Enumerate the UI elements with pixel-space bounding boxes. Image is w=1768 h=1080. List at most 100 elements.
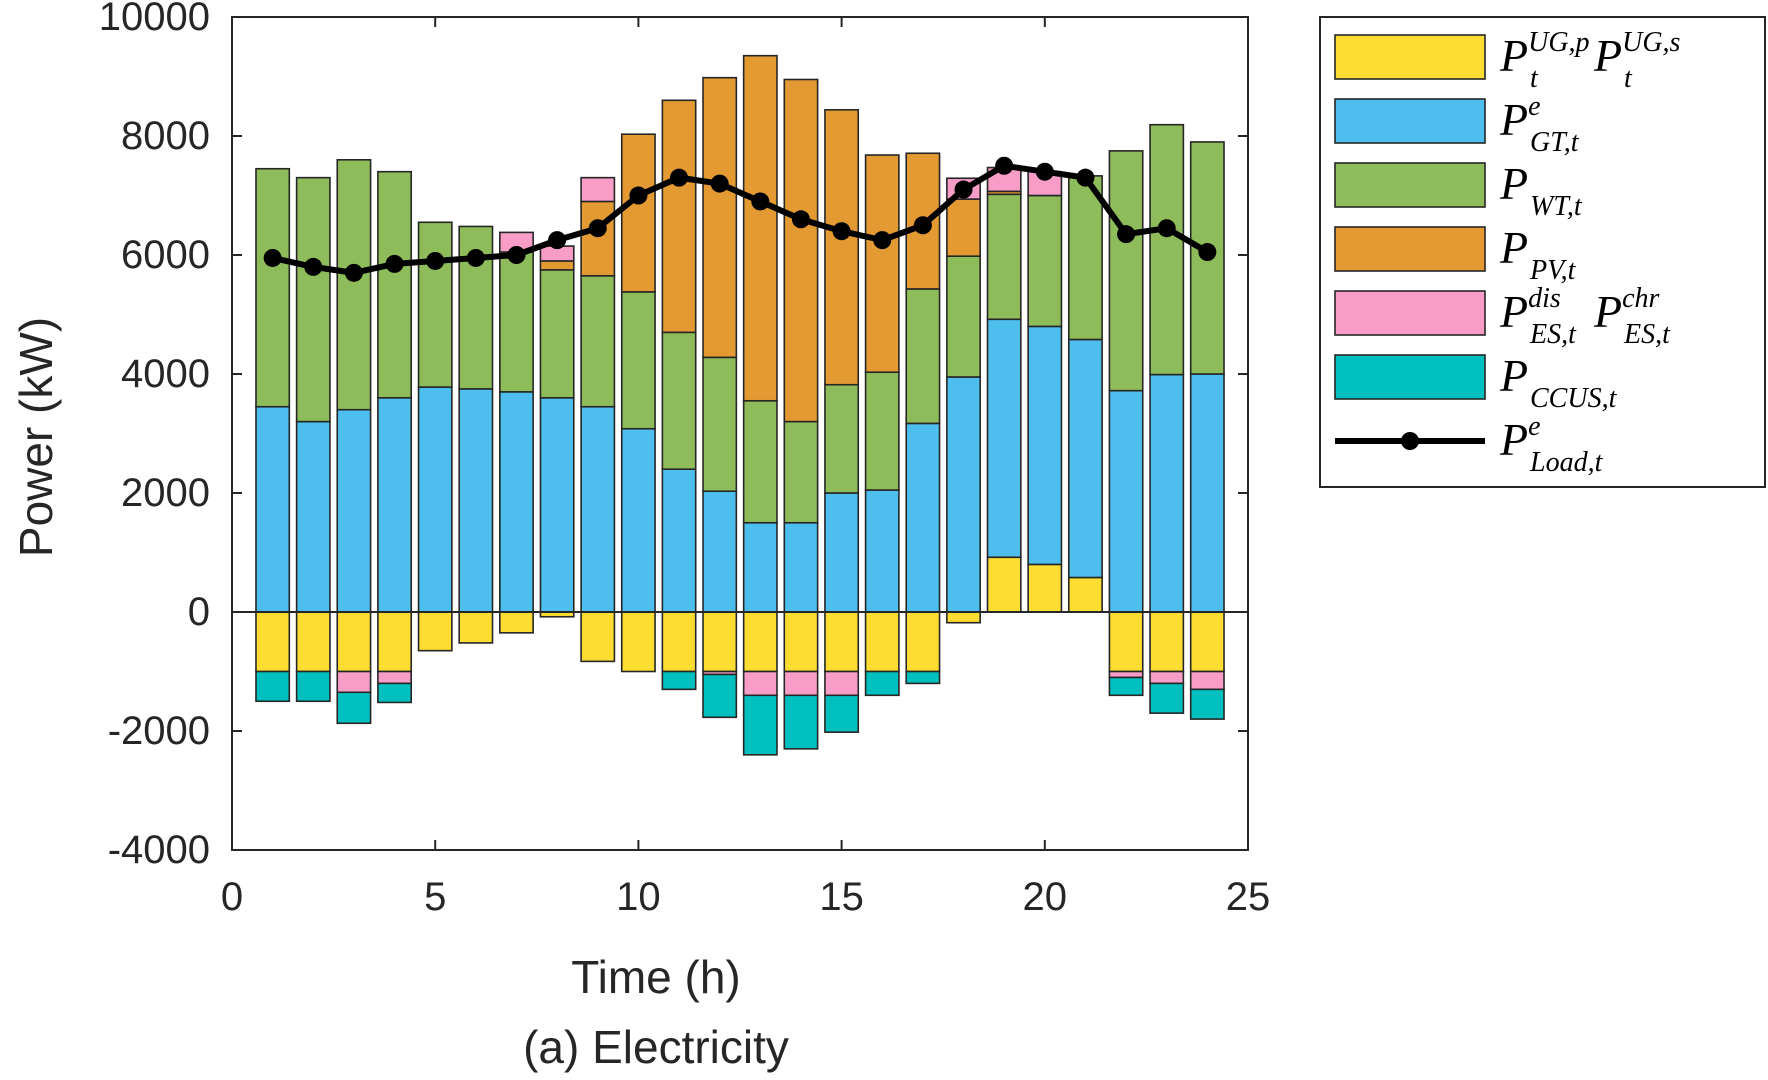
bar-pv-13 (742, 54, 778, 402)
bar-ccus-14 (783, 694, 819, 750)
legend-label2-4: Pchr (1593, 283, 1660, 337)
bar-gt-22 (1108, 389, 1144, 613)
bar-ccus-23 (1149, 682, 1185, 714)
bar-ug-15 (824, 611, 860, 673)
bar-wt-5 (417, 221, 453, 388)
y-tick-label: 10000 (99, 0, 210, 39)
bar-wt-10 (620, 291, 656, 430)
bar-ug-1 (255, 611, 291, 673)
bar-wt-21 (1067, 175, 1103, 341)
legend-label-4: Pdis (1499, 283, 1561, 337)
legend-label-1: Pe (1499, 91, 1541, 145)
bar-ccus-3 (336, 691, 372, 725)
bar-gt-19 (986, 318, 1022, 559)
bar-ccus-13 (742, 694, 778, 756)
legend-sub-6: Load,t (1529, 447, 1604, 478)
bar-ug-9 (580, 611, 616, 663)
bar-ug-13 (742, 611, 778, 673)
legend-sub-3: PV,t (1529, 255, 1577, 286)
bar-pv-10 (620, 133, 656, 293)
bar-wt-13 (742, 399, 778, 524)
bar-ug-24 (1189, 611, 1225, 673)
bar-wt-1 (255, 167, 291, 408)
x-tick-label: 5 (424, 875, 446, 919)
bar-wt-19 (986, 193, 1022, 321)
bar-wt-4 (377, 170, 413, 399)
load-point-1 (263, 248, 282, 267)
bar-wt-3 (336, 159, 372, 411)
bar-esc-24 (1189, 670, 1225, 691)
bar-ug-10 (620, 611, 656, 673)
legend-marker (1401, 432, 1419, 450)
chart-title: (a) Electricity (523, 1021, 789, 1073)
load-point-4 (385, 254, 404, 273)
legend-swatch-3 (1334, 226, 1486, 272)
load-layer (263, 156, 1217, 282)
bar-gt-11 (661, 468, 697, 613)
load-point-24 (1198, 243, 1217, 262)
legend-sub-5: CCUS,t (1530, 383, 1618, 414)
y-tick-label: 2000 (121, 471, 210, 515)
bar-esc-22 (1108, 670, 1144, 679)
bar-gt-18 (946, 376, 981, 613)
bar-gt-10 (620, 427, 656, 613)
bar-gt-14 (783, 521, 819, 613)
y-tick-label: 8000 (121, 114, 210, 158)
load-point-11 (670, 168, 689, 187)
load-point-14 (791, 210, 810, 229)
bar-wt-22 (1108, 150, 1144, 392)
bar-pv-18 (946, 198, 981, 257)
bar-gt-3 (336, 408, 372, 613)
legend-sub2-0: t (1624, 63, 1633, 94)
x-tick-label: 25 (1226, 875, 1271, 919)
bar-esc-3 (336, 670, 372, 694)
x-axis-label: Time (h) (571, 951, 741, 1003)
bar-gt-1 (255, 405, 291, 613)
bar-ug-22 (1108, 611, 1144, 673)
bar-ug-2 (295, 611, 331, 673)
bar-gt-4 (377, 396, 413, 613)
legend-sub-1: GT,t (1530, 127, 1580, 158)
bar-wt-23 (1149, 123, 1185, 376)
legend-sub-0: t (1530, 63, 1539, 94)
legend-label-6: Pe (1499, 411, 1541, 465)
load-point-17 (913, 216, 932, 235)
bar-ug-21 (1067, 576, 1103, 613)
legend-swatch-2 (1334, 162, 1486, 208)
x-tick-label: 20 (1023, 875, 1068, 919)
load-point-5 (426, 251, 445, 270)
bar-pv-9 (580, 200, 616, 277)
load-point-9 (588, 219, 607, 238)
bar-ug-17 (905, 611, 941, 673)
bar-ug-16 (864, 611, 900, 673)
bar-ccus-4 (377, 682, 413, 704)
bar-ccus-24 (1189, 688, 1225, 720)
bar-gt-6 (458, 388, 494, 613)
load-point-6 (466, 248, 485, 267)
bar-wt-18 (946, 255, 981, 378)
bar-gt-13 (742, 521, 778, 613)
bar-gt-12 (702, 490, 738, 613)
legend-label2-0: PUG,s (1593, 27, 1681, 81)
y-axis-label: Power (kW) (10, 317, 62, 557)
bar-ug-4 (377, 611, 413, 673)
bar-wt-7 (499, 251, 534, 393)
bar-ccus-15 (824, 694, 860, 733)
bar-esc-14 (783, 670, 819, 697)
bar-ccus-2 (295, 670, 331, 703)
bar-gt-7 (499, 391, 534, 613)
bar-esc-23 (1149, 670, 1185, 685)
bar-ug-20 (1027, 563, 1063, 613)
load-point-21 (1076, 168, 1095, 187)
load-point-12 (710, 174, 729, 193)
load-point-23 (1157, 219, 1176, 238)
y-tick-label: 6000 (121, 233, 210, 277)
bar-wt-14 (783, 420, 819, 524)
legend-swatch-5 (1334, 354, 1486, 400)
bar-ug-12 (702, 611, 738, 673)
bar-gt-5 (417, 386, 453, 613)
bar-ccus-12 (702, 673, 738, 719)
bar-esd-9 (580, 176, 616, 203)
